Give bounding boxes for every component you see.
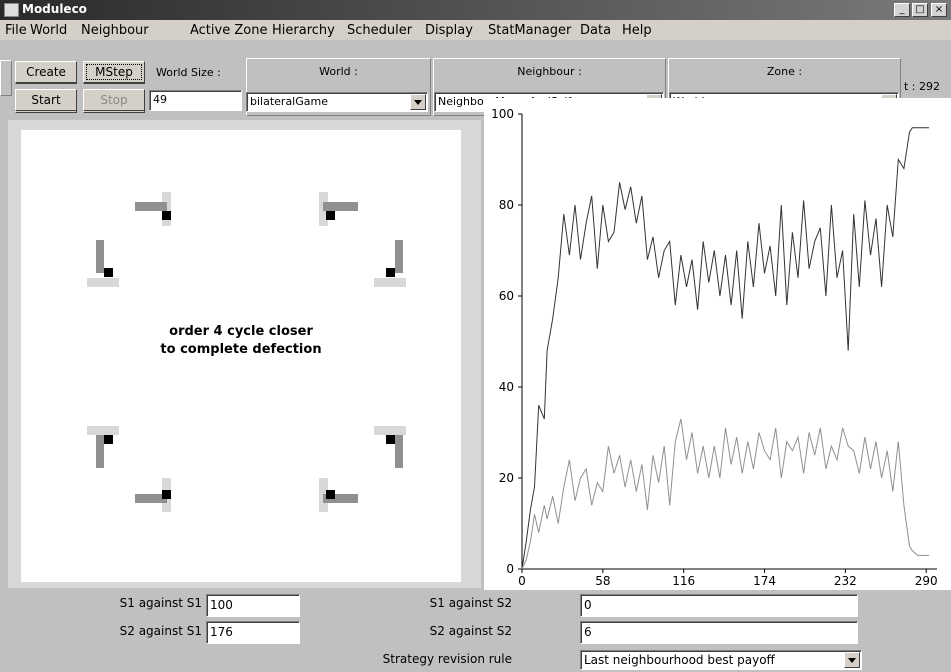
world-select-value: bilateralGame xyxy=(250,95,328,108)
strategy-revision-rule-value: Last neighbourhood best payoff xyxy=(584,653,775,667)
y-tick-label: 20 xyxy=(499,471,514,485)
menu-display[interactable]: Display xyxy=(425,23,473,38)
world-cell-dark xyxy=(162,211,171,220)
world-caption-line1: order 4 cycle closer xyxy=(169,324,313,339)
s2-against-s2-label: S2 against S2 xyxy=(429,624,512,638)
menu-statmanager[interactable]: StatManager xyxy=(488,23,572,38)
s1-against-s2-input[interactable]: 0 xyxy=(580,594,858,617)
app-icon xyxy=(4,3,19,17)
stop-button[interactable]: Stop xyxy=(83,89,145,111)
title-bar: Moduleco _ □ × xyxy=(0,0,951,20)
y-tick-label: 100 xyxy=(491,107,514,121)
chevron-down-icon[interactable] xyxy=(410,94,426,110)
x-tick-label: 232 xyxy=(834,574,857,588)
s2-against-s1-input[interactable]: 176 xyxy=(206,621,300,644)
menu-hierarchy[interactable]: Hierarchy xyxy=(272,23,335,38)
menu-active-zone[interactable]: Active Zone xyxy=(190,23,268,38)
world-cell-dark xyxy=(326,211,335,220)
chevron-down-icon[interactable] xyxy=(844,652,860,668)
world-caption-line2: to complete defection xyxy=(160,342,322,357)
toolbar-left-edge xyxy=(0,60,12,96)
world-cell-mid xyxy=(96,240,104,273)
world-cell-dark xyxy=(162,490,171,499)
world-cell-light xyxy=(374,426,406,435)
time-counter: t : 292 xyxy=(904,80,941,93)
world-cell-dark xyxy=(386,268,395,277)
world-cell-dark xyxy=(104,268,113,277)
s1-against-s1-label: S1 against S1 xyxy=(119,596,202,610)
strategy-revision-rule-label: Strategy revision rule xyxy=(382,652,512,666)
create-button[interactable]: Create xyxy=(15,61,77,83)
population-chart: 0 20 40 60 80 100 0 58 116 174 232 290 xyxy=(484,98,951,590)
s2-against-s1-label: S2 against S1 xyxy=(119,624,202,638)
minimize-button[interactable]: _ xyxy=(894,3,910,17)
zone-label: Zone : xyxy=(766,65,803,78)
series-line-1 xyxy=(521,127,929,570)
world-cell-mid xyxy=(323,202,358,211)
world-label: World : xyxy=(319,65,358,78)
world-grid xyxy=(87,192,406,512)
start-button[interactable]: Start xyxy=(15,89,77,111)
world-cell-light xyxy=(87,426,119,435)
menu-help[interactable]: Help xyxy=(622,23,652,38)
y-tick-label: 60 xyxy=(499,289,514,303)
mstep-button[interactable]: MStep xyxy=(83,61,145,83)
maximize-button[interactable]: □ xyxy=(912,3,928,17)
close-button[interactable]: × xyxy=(931,3,947,17)
menu-neighbour[interactable]: Neighbour xyxy=(81,23,149,38)
y-tick-label: 80 xyxy=(499,198,514,212)
menu-data[interactable]: Data xyxy=(580,23,612,38)
series-line-2 xyxy=(521,418,929,570)
y-tick-label: 40 xyxy=(499,380,514,394)
world-cell-mid xyxy=(96,435,104,468)
world-cell-mid xyxy=(395,435,403,468)
world-cell-light xyxy=(87,278,119,287)
world-cell-mid xyxy=(135,494,167,503)
s2-against-s2-input[interactable]: 6 xyxy=(580,621,858,644)
chart-svg: 0 20 40 60 80 100 0 58 116 174 232 290 xyxy=(491,107,938,588)
s1-against-s1-input[interactable]: 100 xyxy=(206,594,300,617)
x-tick-label: 174 xyxy=(753,574,776,588)
world-cell-mid xyxy=(135,202,167,211)
y-tick-label: 0 xyxy=(506,562,514,576)
x-tick-label: 58 xyxy=(595,574,610,588)
world-cell-dark xyxy=(104,435,113,444)
world-size-input[interactable]: 49 xyxy=(149,90,242,111)
neighbour-label: Neighbour : xyxy=(517,65,582,78)
s1-against-s2-label: S1 against S2 xyxy=(429,596,512,610)
world-size-label: World Size : xyxy=(156,66,221,79)
x-tick-label: 116 xyxy=(672,574,695,588)
x-tick-label: 290 xyxy=(915,574,938,588)
world-cell-dark xyxy=(386,435,395,444)
world-cell-dark xyxy=(326,490,335,499)
window-title: Moduleco xyxy=(22,2,87,16)
menu-world[interactable]: World xyxy=(30,23,68,38)
menu-scheduler[interactable]: Scheduler xyxy=(347,23,413,38)
world-cell-mid xyxy=(395,240,403,273)
world-cell-mid xyxy=(323,494,358,503)
menu-file[interactable]: File xyxy=(5,23,27,38)
strategy-revision-rule-select[interactable]: Last neighbourhood best payoff xyxy=(580,650,862,670)
menu-bar: File World Neighbour Active Zone Hierarc… xyxy=(0,20,951,40)
world-select[interactable]: bilateralGame xyxy=(246,92,428,112)
world-view[interactable]: order 4 cycle closer to complete defecti… xyxy=(21,130,461,582)
world-cell-light xyxy=(374,278,406,287)
x-tick-label: 0 xyxy=(518,574,526,588)
